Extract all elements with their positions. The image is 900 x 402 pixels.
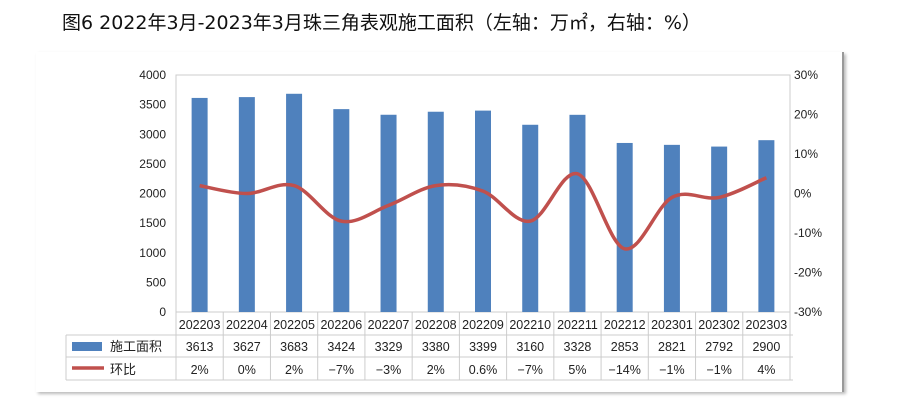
bar (238, 97, 255, 312)
left-tick-label: 0 (159, 305, 166, 319)
legend-bar-label: 施工面积 (110, 339, 162, 354)
bar (333, 109, 350, 313)
bar-value-cell: 2853 (611, 340, 639, 354)
category-label: 202207 (368, 318, 410, 332)
right-tick-label: 20% (794, 108, 818, 122)
bar-value-cell: 3329 (375, 340, 403, 354)
left-tick-label: 2500 (139, 157, 166, 171)
bar (380, 114, 397, 313)
left-tick-label: 3500 (139, 98, 166, 112)
line-value-cell: −14% (609, 363, 641, 377)
category-label: 202206 (320, 318, 362, 332)
right-tick-label: 30% (794, 68, 818, 82)
bar-value-cell: 2900 (752, 340, 780, 354)
line-value-cell: 5% (568, 363, 586, 377)
bar-value-cell: 3424 (327, 340, 355, 354)
line-value-cell: −1% (706, 363, 731, 377)
right-tick-label: 0% (794, 187, 812, 201)
category-label: 202209 (462, 318, 504, 332)
line-series (199, 171, 768, 251)
chart-frame (36, 52, 844, 392)
bar-value-cell: 2821 (658, 340, 686, 354)
bar (191, 97, 208, 312)
left-tick-label: 4000 (139, 68, 166, 82)
bar (758, 140, 775, 312)
line-value-cell: 2% (191, 363, 209, 377)
bar (522, 124, 539, 313)
bar (711, 146, 728, 312)
right-tick-label: -30% (794, 305, 822, 319)
category-label: 202211 (557, 318, 598, 332)
right-tick-label: -20% (794, 266, 822, 280)
bar-value-cell: 3399 (469, 340, 497, 354)
line-value-cell: −1% (659, 363, 684, 377)
bar-value-cell: 3613 (186, 340, 214, 354)
category-label: 202301 (651, 318, 693, 332)
category-label: 202303 (746, 318, 788, 332)
line-value-cell: −7% (329, 363, 354, 377)
bar-value-cell: 3160 (516, 340, 544, 354)
right-tick-label: 10% (794, 147, 818, 161)
bar-value-cell: 3380 (422, 340, 450, 354)
category-label: 202210 (509, 318, 551, 332)
bar (427, 111, 444, 312)
chart-title: 图6 2022年3月-2023年3月珠三角表观施工面积（左轴：万㎡，右轴：%） (62, 12, 701, 34)
legend-bar-swatch (72, 342, 102, 351)
bar-value-cell: 2792 (705, 340, 733, 354)
bar (475, 110, 491, 312)
line-value-cell: 2% (427, 363, 445, 377)
left-tick-label: 3000 (139, 127, 166, 141)
line-value-cell: 0.6% (469, 363, 498, 377)
bar (663, 144, 680, 312)
category-label: 202203 (179, 318, 221, 332)
bar-value-cell: 3683 (280, 340, 308, 354)
bar (616, 142, 633, 312)
left-tick-label: 1500 (139, 216, 166, 230)
bar-value-cell: 3328 (564, 340, 592, 354)
right-tick-label: -10% (794, 226, 822, 240)
line-value-cell: 4% (757, 363, 775, 377)
line-value-cell: 0% (238, 363, 256, 377)
category-label: 202204 (226, 318, 268, 332)
left-tick-label: 2000 (139, 187, 166, 201)
line-value-cell: 2% (285, 363, 303, 377)
bar (569, 114, 586, 312)
bar (286, 93, 303, 312)
line-value-cell: −7% (518, 363, 543, 377)
category-label: 202208 (415, 318, 457, 332)
left-tick-label: 500 (146, 275, 166, 289)
line-value-cell: −3% (376, 363, 401, 377)
category-label: 202212 (604, 318, 646, 332)
bar-value-cell: 3627 (233, 340, 261, 354)
category-label: 202205 (273, 318, 315, 332)
category-label: 202302 (698, 318, 740, 332)
legend-line-label: 环比 (110, 362, 136, 377)
left-tick-label: 1000 (139, 246, 166, 260)
